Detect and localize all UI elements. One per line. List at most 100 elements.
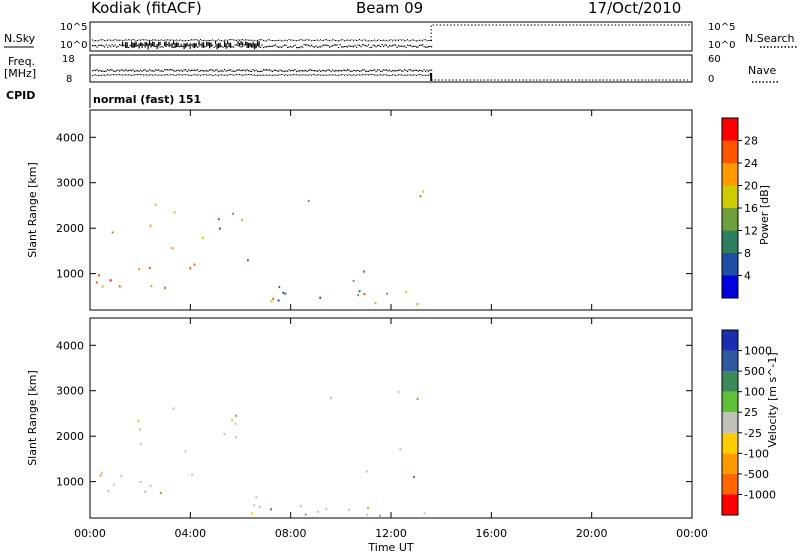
- power-ylabel: Slant Range [km]: [26, 162, 39, 258]
- freq-point: [306, 70, 308, 73]
- colorbar-swatch: [722, 412, 738, 433]
- heatmap-cell: [235, 414, 238, 417]
- nsearch-tick-top: 10^5: [708, 22, 735, 33]
- nsearch-point: [251, 39, 252, 41]
- power-colorbar-label: Power [dB]: [758, 185, 771, 245]
- freq-point: [287, 70, 289, 72]
- nsky-bar: [210, 42, 212, 48]
- nsky-point: [395, 44, 397, 46]
- nave-point: [204, 74, 206, 76]
- nsky-point: [347, 46, 349, 48]
- nsearch-point: [134, 39, 135, 41]
- heatmap-cell: [138, 268, 141, 271]
- nave-point: [213, 74, 215, 76]
- nsky-point: [369, 46, 371, 49]
- freq-point: [309, 69, 311, 71]
- nsky-point: [161, 45, 163, 48]
- nave-point: [411, 74, 413, 76]
- nsearch-point: [272, 40, 273, 42]
- nsky-bar: [251, 43, 253, 48]
- nave-point: [384, 74, 386, 76]
- nsearch-point: [389, 39, 390, 41]
- heatmap-cell: [148, 266, 151, 269]
- freq-point: [165, 69, 167, 71]
- freq-point: [294, 69, 296, 71]
- nsky-bar: [177, 42, 179, 48]
- nave-point: [167, 74, 168, 76]
- colorbar-swatch: [722, 118, 738, 141]
- nave-point: [351, 74, 353, 76]
- freq-point: [401, 70, 403, 72]
- nsky-point: [101, 44, 103, 46]
- freq-point: [282, 70, 284, 72]
- nsearch-point: [96, 40, 98, 42]
- nave-point: [380, 74, 381, 76]
- freq-point: [132, 69, 134, 71]
- nsky-point: [188, 44, 190, 46]
- x-axis-label: Time UT: [367, 541, 413, 554]
- freq-point: [248, 70, 250, 72]
- freq-point: [180, 69, 182, 71]
- nave-point: [399, 74, 401, 76]
- nave-point: [267, 74, 269, 76]
- nave-point: [99, 74, 101, 76]
- nsearch-point: [362, 40, 363, 42]
- nave-point: [326, 74, 327, 76]
- nsearch-point: [162, 40, 164, 42]
- heatmap-cell: [171, 247, 174, 250]
- freq-point: [101, 70, 103, 72]
- nave-point: [357, 74, 359, 76]
- nsearch-point: [150, 39, 152, 41]
- nsearch-point: [129, 39, 131, 41]
- freq-point: [227, 69, 229, 72]
- freq-point: [129, 69, 131, 71]
- colorbar-tick-label: -500: [744, 468, 769, 481]
- nsky-bar: [185, 43, 187, 48]
- freq-point: [237, 69, 239, 71]
- nave-point: [158, 74, 159, 76]
- freq-point: [218, 70, 220, 73]
- freq-point: [221, 70, 223, 72]
- nsearch-point: [324, 39, 326, 41]
- nsky-point: [306, 44, 308, 46]
- nave-point: [185, 74, 186, 76]
- nave-point: [182, 74, 183, 76]
- heatmap-cell: [325, 507, 328, 510]
- nsky-point: [335, 44, 337, 46]
- freq-point: [339, 69, 341, 72]
- freq-point: [152, 70, 154, 72]
- nave-point: [228, 74, 230, 76]
- nave-point: [207, 74, 209, 76]
- nsearch-point: [92, 39, 93, 41]
- nsky-bar: [125, 42, 127, 48]
- nave-point: [189, 74, 191, 76]
- nsearch-point: [141, 39, 143, 41]
- heatmap-cell: [307, 199, 310, 202]
- nsky-bar: [225, 43, 227, 49]
- nsky-point: [108, 44, 110, 47]
- nsearch-point: [291, 39, 293, 41]
- power-colorbar: 4 8 12 16 20 24 28: [721, 117, 758, 299]
- nave-point: [249, 74, 251, 76]
- nave-point: [173, 74, 174, 76]
- freq-point: [246, 69, 248, 71]
- nsky-point: [282, 45, 284, 47]
- nsky-point: [407, 44, 409, 46]
- freq-point: [260, 70, 262, 73]
- nsky-point: [233, 46, 235, 48]
- nsky-point: [330, 45, 332, 47]
- nsearch-point: [168, 39, 170, 41]
- nsky-bar: [174, 43, 176, 48]
- heatmap-cell: [241, 219, 243, 222]
- nsky-point: [429, 45, 431, 48]
- freq-point: [216, 69, 218, 71]
- nave-point: [309, 74, 311, 76]
- nsky-bar: [180, 43, 182, 48]
- nave-point: [138, 74, 140, 76]
- nsearch-point: [108, 39, 110, 41]
- nsky-point: [305, 44, 307, 46]
- heatmap-cell: [150, 285, 153, 288]
- nsky-point: [155, 45, 157, 48]
- nsky-point: [351, 45, 353, 47]
- nsky-point: [363, 44, 365, 46]
